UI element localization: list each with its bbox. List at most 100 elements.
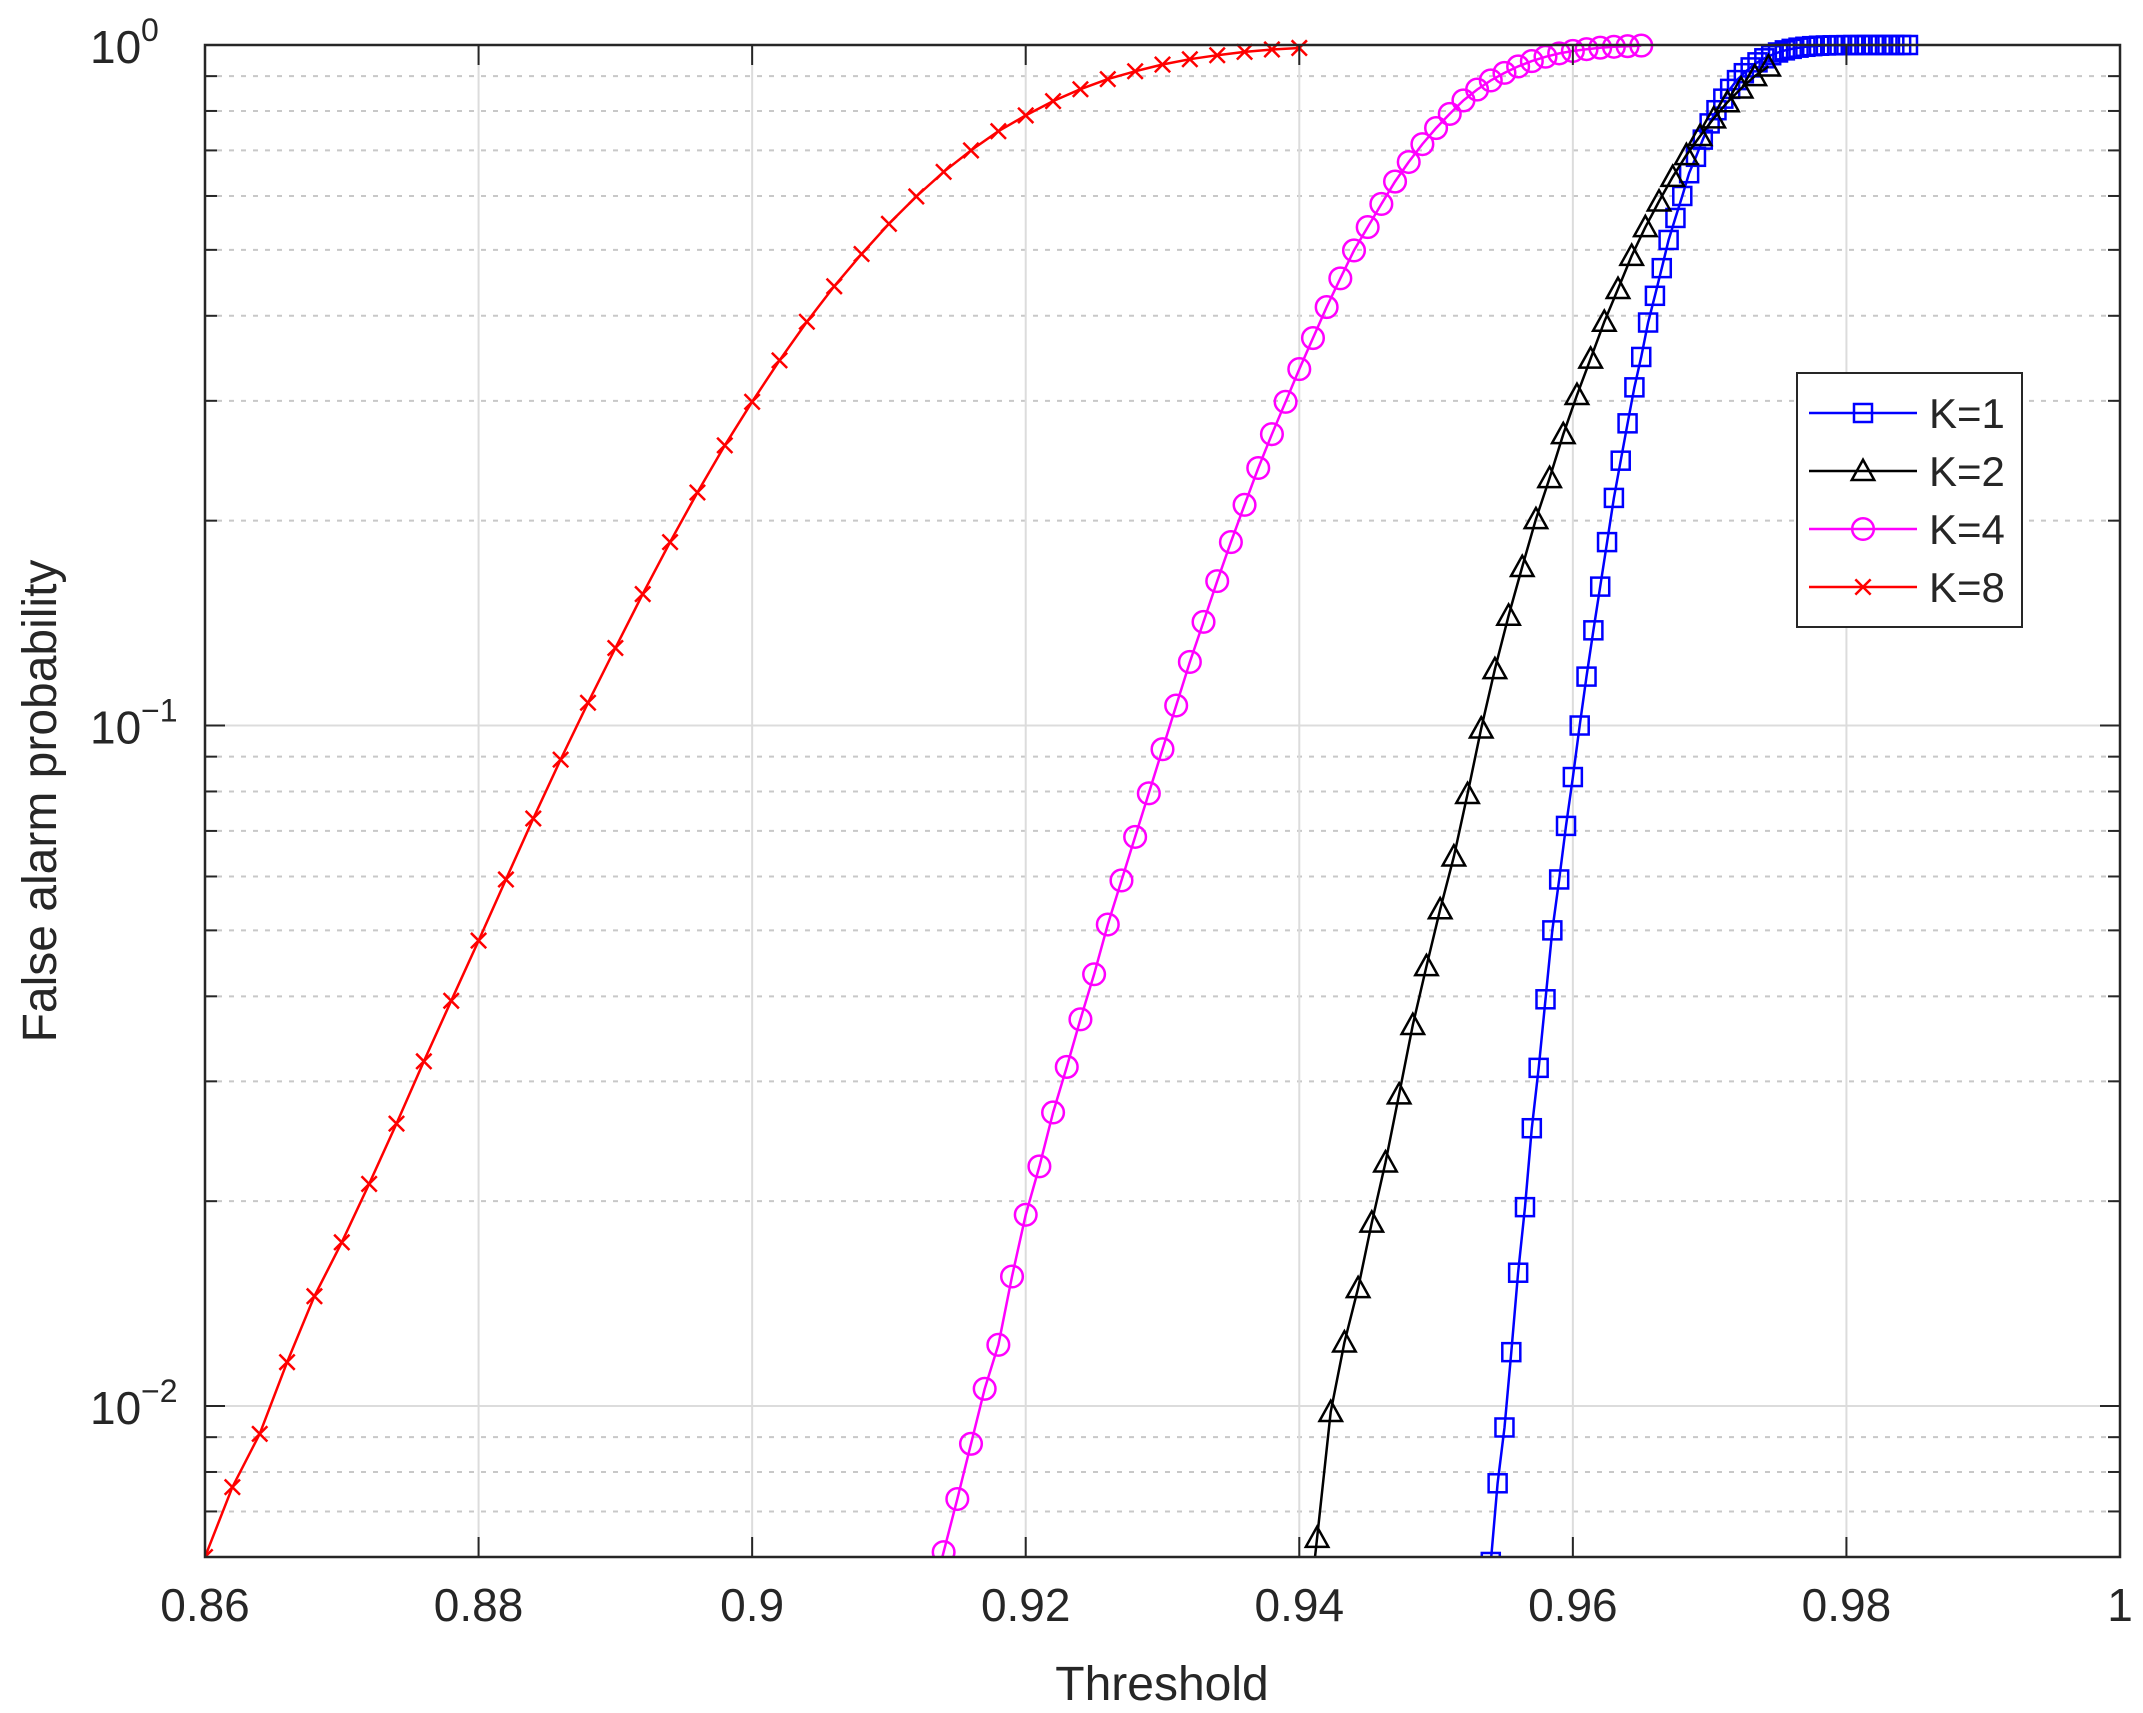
- data-point: [1849, 457, 1877, 482]
- y-tick-base: 10: [90, 1382, 141, 1434]
- data-point: [1177, 649, 1202, 674]
- data-point: [1109, 868, 1134, 893]
- data-point: [1355, 215, 1380, 240]
- data-point: [1508, 553, 1536, 578]
- data-point: [1528, 1057, 1549, 1079]
- series-k-2: [1303, 52, 1782, 1557]
- data-point: [1440, 842, 1468, 867]
- data-point: [1467, 714, 1495, 739]
- data-point: [1273, 389, 1298, 414]
- data-point: [579, 694, 597, 712]
- data-point: [1317, 1398, 1345, 1423]
- series-k-4: [931, 33, 1654, 1557]
- x-tick-label: 0.96: [1528, 1579, 1618, 1631]
- data-point: [1492, 60, 1517, 85]
- data-point: [1659, 163, 1687, 188]
- data-point: [606, 639, 624, 657]
- legend-box: [1796, 372, 2023, 628]
- data-point: [205, 1548, 214, 1557]
- data-point: [552, 751, 570, 769]
- data-point: [1218, 530, 1243, 555]
- plot-frame: [203, 43, 2122, 1559]
- legend-entry: K=4: [1809, 506, 2005, 553]
- x-tick-label: 1: [2107, 1579, 2133, 1631]
- data-point: [415, 1052, 433, 1070]
- data-point: [1399, 1011, 1427, 1036]
- data-point: [278, 1353, 296, 1371]
- data-point: [1774, 40, 1796, 61]
- data-point: [1487, 1473, 1508, 1494]
- data-point: [1665, 207, 1686, 229]
- data-point: [1424, 116, 1449, 141]
- data-point: [1494, 1417, 1515, 1438]
- data-point: [1506, 54, 1531, 79]
- data-point: [1576, 666, 1597, 687]
- x-tick-label: 0.86: [160, 1579, 250, 1631]
- data-point: [1478, 68, 1503, 93]
- legend-label: K=1: [1929, 390, 2005, 437]
- data-point: [1514, 1196, 1536, 1218]
- data-point: [661, 533, 679, 551]
- data-point: [1410, 132, 1435, 157]
- data-point: [1686, 122, 1714, 147]
- plot-area: [205, 45, 2120, 1557]
- data-point: [1673, 141, 1700, 166]
- series-layer: [205, 33, 1919, 1557]
- data-point: [524, 809, 542, 828]
- data-point: [1246, 455, 1271, 481]
- data-point: [770, 351, 789, 369]
- data-point: [945, 1486, 970, 1512]
- y-tick-label: 10 −2: [90, 1373, 177, 1434]
- data-point: [986, 1332, 1011, 1357]
- data-point: [1150, 737, 1175, 762]
- data-point: [1205, 569, 1230, 594]
- data-point: [972, 1376, 997, 1401]
- data-point: [1563, 381, 1591, 406]
- data-point: [387, 1115, 406, 1133]
- data-point: [1136, 781, 1161, 806]
- data-point: [1027, 1154, 1052, 1179]
- data-point: [935, 163, 953, 181]
- data-point: [1054, 1054, 1079, 1079]
- data-point: [1044, 92, 1062, 110]
- data-point: [1854, 578, 1872, 596]
- data-point: [1208, 46, 1226, 64]
- y-tick-base: 10: [90, 21, 141, 73]
- data-point: [1589, 576, 1611, 597]
- data-point: [1495, 601, 1522, 626]
- data-point: [333, 1233, 351, 1251]
- data-point: [1328, 266, 1353, 291]
- data-point: [1382, 169, 1408, 194]
- x-tick-label: 0.88: [434, 1579, 524, 1631]
- x-tick-label: 0.92: [981, 1579, 1071, 1631]
- data-point: [1852, 402, 1874, 424]
- data-point: [1727, 74, 1755, 99]
- data-point: [1548, 869, 1570, 890]
- data-point: [1501, 1341, 1522, 1363]
- data-point: [1344, 1274, 1372, 1299]
- legend: K=1 K=2 K=4 K=8: [1796, 372, 2023, 628]
- series-k-8: [205, 39, 1308, 1557]
- y-tick-base: 10: [90, 702, 141, 754]
- data-point: [1095, 912, 1120, 937]
- data-point: [1714, 88, 1741, 113]
- data-point: [962, 141, 980, 159]
- data-point: [931, 1540, 956, 1557]
- data-point: [470, 932, 488, 950]
- data-point: [1542, 920, 1563, 941]
- data-point: [1604, 275, 1632, 300]
- series-line: [1313, 65, 1770, 1557]
- data-point: [1631, 346, 1652, 368]
- data-point: [1314, 295, 1339, 320]
- data-point: [1385, 1080, 1413, 1105]
- data-point: [1454, 780, 1481, 805]
- data-point: [1126, 62, 1144, 80]
- data-point: [1754, 48, 1775, 69]
- data-point: [1287, 357, 1312, 382]
- data-point: [1300, 325, 1326, 351]
- data-point: [1645, 187, 1673, 212]
- x-tick-labels: 0.86 0.88 0.9 0.92 0.94 0.96 0.98 1: [160, 1579, 2133, 1631]
- data-point: [1562, 766, 1584, 788]
- data-point: [1437, 101, 1462, 126]
